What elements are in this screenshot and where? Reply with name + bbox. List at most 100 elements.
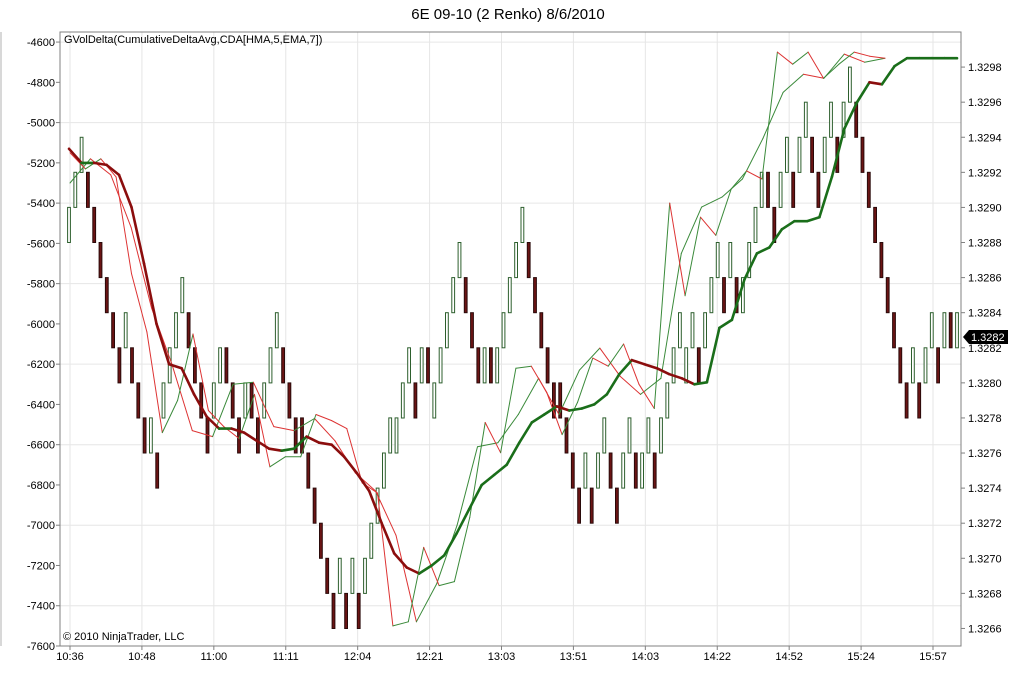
cda-line-segment — [155, 322, 171, 366]
renko-brick-up — [747, 242, 752, 279]
renko-brick-down — [92, 206, 97, 243]
x-tick-label: 12:21 — [416, 651, 444, 663]
cda-line-segment — [430, 554, 446, 567]
fast-line-segment — [838, 51, 855, 65]
renko-brick-down — [230, 382, 235, 419]
cda-line-segment — [317, 441, 333, 447]
renko-brick-down — [426, 347, 430, 384]
renko-brick-down — [319, 522, 323, 559]
renko-brick-up — [73, 171, 78, 208]
renko-brick-down — [545, 347, 550, 384]
renko-brick-up — [432, 382, 437, 419]
cda-line-segment — [455, 507, 471, 535]
renko-brick-up — [268, 347, 273, 384]
renko-brick-down — [766, 171, 770, 208]
fast-line-segment — [746, 170, 763, 180]
renko-brick-up — [180, 277, 185, 314]
x-tick-label: 13:51 — [560, 651, 588, 663]
signal-line-segment — [191, 430, 214, 438]
signal-line-segment — [436, 524, 458, 585]
renko-bricks — [67, 66, 959, 630]
renko-brick-down — [539, 312, 544, 349]
cda-line-segment — [505, 441, 521, 467]
renko-brick-down — [325, 557, 330, 594]
renko-brick-up — [955, 312, 959, 349]
cda-line-segment — [492, 463, 509, 477]
left-tick-label: -5200 — [27, 158, 55, 170]
signal-line-segment — [517, 377, 540, 415]
renko-brick-down — [476, 347, 481, 384]
right-tick-label: 1.3268 — [968, 588, 1002, 600]
fast-line-segment — [530, 365, 548, 393]
renko-brick-up — [400, 382, 405, 419]
left-tick-label: -7400 — [27, 601, 55, 613]
cda-line-segment — [380, 521, 396, 555]
fast-line-segment — [300, 414, 317, 458]
price-badge: 1.3282 — [963, 330, 1008, 344]
renko-brick-up — [678, 312, 682, 349]
renko-brick-down — [589, 487, 594, 524]
cda-line-segment — [67, 147, 83, 165]
signal-line-segment — [130, 226, 152, 309]
renko-brick-down — [413, 382, 418, 419]
renko-brick-up — [703, 312, 708, 349]
renko-brick-up — [583, 452, 588, 489]
right-tick-label: 1.3272 — [968, 518, 1002, 530]
renko-brick-down — [558, 382, 563, 419]
renko-brick-down — [879, 242, 884, 279]
left-tick-label: -7600 — [27, 641, 55, 653]
left-tick-label: -6800 — [27, 480, 55, 492]
renko-brick-up — [123, 312, 128, 349]
renko-brick-up — [911, 347, 915, 384]
renko-brick-up — [350, 557, 355, 594]
x-tick-label: 11:00 — [200, 651, 227, 663]
signal-line-segment — [701, 196, 723, 208]
fast-line-segment — [869, 55, 886, 59]
renko-brick-down — [117, 347, 122, 384]
fast-line-segment — [115, 176, 132, 275]
renko-brick-up — [482, 347, 487, 384]
signal-line-segment — [864, 57, 886, 63]
renko-brick-up — [211, 382, 216, 419]
renko-brick-down — [873, 206, 878, 243]
cda-line-segment — [617, 358, 634, 376]
renko-brick-up — [451, 277, 456, 314]
renko-brick-down — [256, 417, 260, 454]
cda-line-segment — [755, 246, 771, 255]
cda-line-segment — [830, 127, 846, 179]
cda-line-segment — [167, 362, 183, 370]
x-tick-label: 14:22 — [703, 651, 731, 663]
right-tick-label: 1.3286 — [968, 273, 1002, 285]
cda-line-segment — [192, 393, 208, 418]
renko-brick-up — [149, 417, 153, 454]
signal-line-segment — [293, 418, 315, 432]
signal-line-segment — [843, 53, 866, 63]
fast-line-segment — [684, 216, 701, 297]
indicator-label: GVolDelta(CumulativeDeltaAvg,CDA[HMA,5,E… — [64, 34, 322, 46]
right-tick-label: 1.3288 — [968, 238, 1002, 250]
signal-line-segment — [273, 426, 295, 432]
x-tick-label: 15:24 — [847, 651, 875, 663]
indicator-lines — [67, 51, 959, 627]
cda-line-segment — [893, 56, 909, 68]
signal-line-segment — [762, 91, 784, 140]
right-tick-label: 1.3274 — [968, 483, 1002, 495]
cda-line-segment — [330, 443, 346, 459]
cda-line-segment — [467, 483, 484, 511]
fast-line-segment — [192, 333, 209, 411]
renko-brick-down — [608, 452, 613, 489]
renko-brick-down — [331, 592, 336, 630]
signal-line-segment — [456, 446, 478, 526]
renko-brick-up — [929, 312, 934, 349]
renko-brick-up — [457, 242, 462, 279]
renko-brick-down — [287, 382, 292, 419]
fast-line-segment — [623, 343, 640, 385]
renko-brick-up — [337, 557, 342, 594]
fast-line-segment — [607, 343, 625, 367]
fast-line-segment — [177, 333, 194, 401]
renko-brick-down — [142, 417, 147, 454]
renko-brick-up — [382, 452, 386, 489]
renko-brick-up — [690, 312, 695, 349]
signal-line-segment — [680, 206, 703, 254]
